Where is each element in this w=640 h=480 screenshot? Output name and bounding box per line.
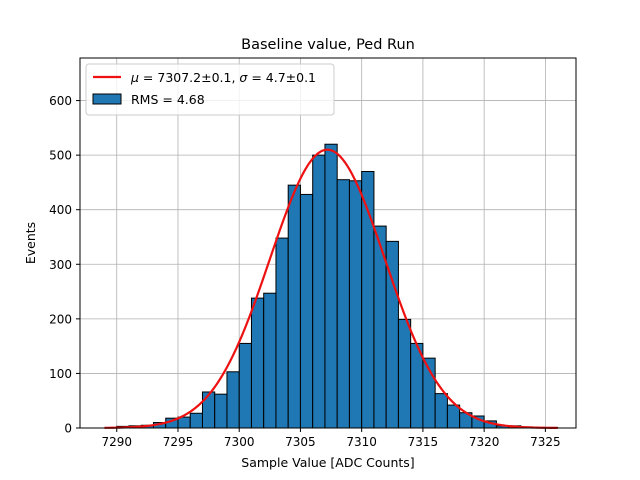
histogram-bar [336, 179, 350, 429]
gaussian-fit-curve [104, 148, 558, 430]
histogram-bar [446, 404, 461, 429]
legend-box [85, 63, 335, 116]
y-tick-label: 100 [49, 367, 72, 381]
legend-sigma-symbol: σ [239, 70, 248, 85]
histogram-bar [324, 143, 338, 429]
y-axis: 0 100 200 300 400 500 600 [49, 94, 80, 436]
x-axis: 7290 7295 7300 7305 7310 7315 7320 7325 [101, 428, 561, 449]
x-tick-label: 7315 [408, 435, 439, 449]
histogram-bar [189, 412, 203, 429]
legend-mu-value: = 7307.2±0.1, [139, 70, 239, 85]
x-tick-label: 7290 [101, 435, 132, 449]
histogram-bar [312, 154, 326, 429]
legend-sigma-value: = 4.7±0.1 [247, 70, 316, 85]
x-tick-label: 7325 [530, 435, 561, 449]
x-tick-label: 7310 [346, 435, 377, 449]
legend-mu-symbol: μ [130, 70, 139, 85]
histogram-bar [275, 237, 289, 429]
histogram-bar [397, 318, 412, 429]
legend-fit-label: μ = 7307.2±0.1, σ = 4.7±0.1 [130, 70, 316, 85]
y-tick-label: 200 [49, 312, 72, 326]
histogram-bar [226, 371, 240, 429]
x-axis-label: Sample Value [ADC Counts] [241, 455, 414, 470]
chart-title: Baseline value, Ped Run [241, 37, 415, 53]
legend-histogram-label: RMS = 4.68 [131, 92, 205, 107]
legend-histogram-swatch [92, 93, 122, 105]
y-tick-label: 300 [49, 258, 72, 272]
x-tick-label: 7320 [469, 435, 500, 449]
y-tick-label: 400 [49, 203, 72, 217]
x-tick-label: 7305 [285, 435, 316, 449]
x-tick-label: 7300 [224, 435, 255, 449]
histogram-bar [201, 391, 216, 429]
x-tick-label: 7295 [163, 435, 194, 449]
histogram-bar [348, 180, 363, 429]
histogram-bar [214, 393, 228, 429]
y-tick-label: 600 [49, 94, 72, 108]
histogram-bar [263, 292, 277, 429]
histogram-bar [250, 297, 265, 429]
histogram-bar [287, 184, 301, 429]
histogram-bar [238, 342, 252, 429]
y-axis-label: Events [23, 222, 38, 264]
y-tick-label: 0 [64, 422, 72, 436]
legend: μ = 7307.2±0.1, σ = 4.7±0.1 RMS = 4.68 [85, 63, 335, 116]
histogram-bar [299, 193, 314, 429]
histogram-bar [434, 393, 448, 429]
plot-frame [79, 57, 577, 429]
y-tick-label: 500 [49, 149, 72, 163]
